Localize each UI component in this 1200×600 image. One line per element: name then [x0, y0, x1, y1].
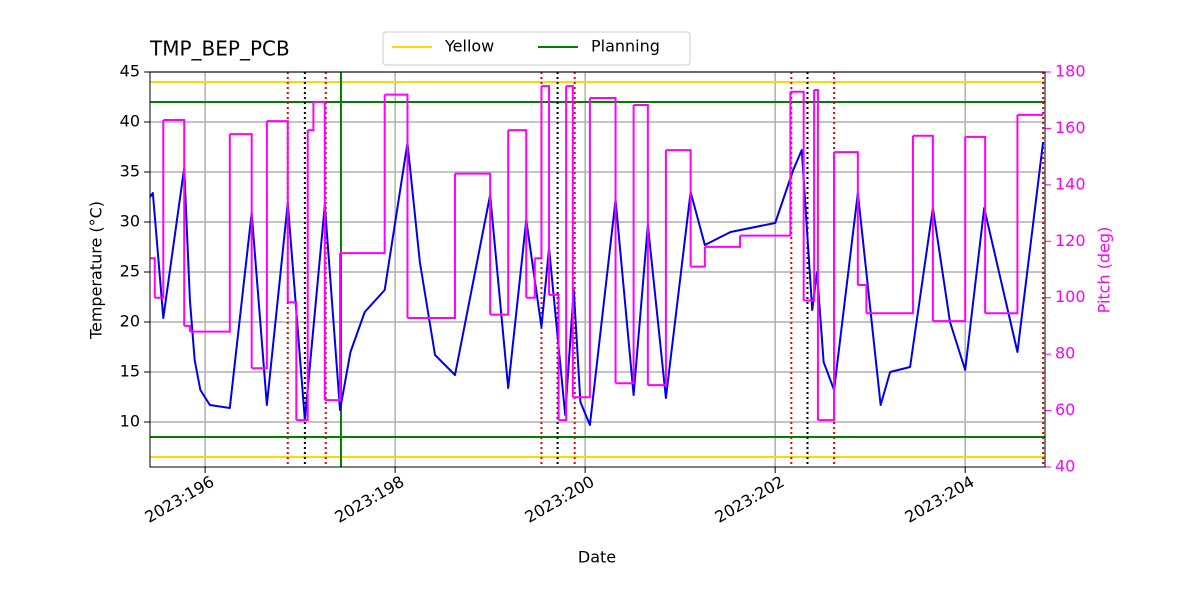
step-segment [490, 130, 510, 316]
plot-frame [149, 71, 1046, 468]
step-segment [229, 133, 253, 369]
x-tick-label: 2023:204 [902, 472, 978, 527]
y2-tick-label: 160 [1055, 118, 1086, 137]
step-segment [704, 235, 742, 248]
legend-label: Planning [591, 37, 660, 56]
legend-label: Yellow [444, 37, 494, 56]
step-segment [526, 258, 536, 299]
y2-tick-label: 140 [1055, 174, 1086, 193]
step-segment [340, 94, 386, 255]
y2-tick-label: 80 [1055, 344, 1075, 363]
y2-tick-label: 40 [1055, 457, 1075, 476]
step-segment [615, 105, 635, 385]
x-tick-label: 2023:198 [331, 472, 407, 527]
plot-area [150, 72, 1045, 467]
step-segment [817, 152, 836, 422]
step-segment [912, 134, 934, 322]
step-segment [740, 91, 792, 237]
y-tick-label: 10 [120, 412, 140, 431]
step-segment [384, 93, 409, 319]
step-segment [296, 130, 309, 422]
y-tick-label: 25 [120, 262, 140, 281]
step-segment [857, 284, 868, 314]
step-segment [572, 97, 591, 399]
x-tick-label: 2023:202 [712, 472, 788, 527]
y2-tick-label: 60 [1055, 400, 1075, 419]
step-segment [932, 136, 967, 323]
step-segment [534, 86, 543, 260]
y-axis-label: Temperature (°C) [87, 201, 106, 340]
step-segment [508, 129, 528, 298]
y-tick-label: 20 [120, 312, 140, 331]
step-segment [866, 135, 914, 315]
step-segment [184, 324, 191, 332]
step-segment [647, 150, 667, 387]
x-tick-label: 2023:200 [522, 472, 598, 527]
y-tick-label: 40 [120, 112, 140, 131]
step-segment [324, 253, 342, 402]
step-segment [985, 114, 1019, 315]
step-segment [541, 85, 551, 295]
step-segment [163, 118, 186, 326]
step-segment [150, 257, 156, 298]
y2-axis-label: Pitch (deg) [1095, 227, 1114, 314]
y-tick-label: 45 [120, 62, 140, 81]
step-segment [965, 135, 987, 314]
step-segment [407, 173, 456, 320]
y-tick-label: 30 [120, 212, 140, 231]
x-tick-label: 2023:196 [141, 472, 217, 527]
y-tick-label: 35 [120, 162, 140, 181]
step-segment [307, 101, 315, 132]
step-segment [251, 121, 268, 370]
step-segment [589, 96, 617, 384]
y2-tick-label: 120 [1055, 231, 1086, 250]
step-segment [154, 119, 165, 299]
step-segment [266, 120, 289, 303]
step-segment [803, 90, 816, 302]
step-segment [814, 89, 819, 421]
x-axis-label: Date [578, 548, 616, 567]
y-tick-label: 15 [120, 362, 140, 381]
step-segment [566, 85, 574, 398]
step-segment [287, 301, 298, 421]
y2-tick-label: 180 [1055, 62, 1086, 81]
step-segment [790, 90, 805, 301]
step-segment [549, 293, 560, 421]
step-segment [189, 134, 231, 333]
step-segment [690, 246, 706, 268]
step-segment [558, 86, 568, 422]
step-segment [665, 149, 692, 267]
step-segment [633, 104, 649, 386]
y2-tick-label: 100 [1055, 287, 1086, 306]
step-segment [454, 172, 492, 315]
step-segment [834, 151, 859, 286]
chart-title: TMP_BEP_PCB [149, 37, 290, 61]
step-segment [313, 100, 326, 401]
data-line [150, 141, 1045, 426]
legend-box [382, 31, 691, 66]
